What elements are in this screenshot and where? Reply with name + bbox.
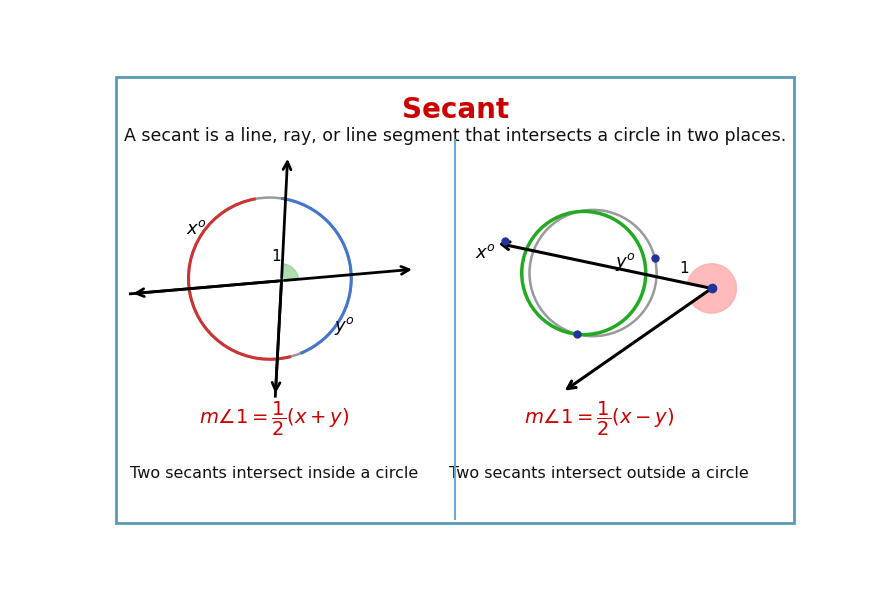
Text: 1: 1	[679, 261, 689, 276]
Wedge shape	[687, 264, 736, 313]
Text: Secant: Secant	[401, 96, 509, 124]
Text: Two secants intersect outside a circle: Two secants intersect outside a circle	[449, 466, 749, 481]
Text: Two secants intersect inside a circle: Two secants intersect inside a circle	[130, 466, 418, 481]
Text: $m\angle 1=\dfrac{1}{2}(x-y)$: $m\angle 1=\dfrac{1}{2}(x-y)$	[524, 400, 674, 438]
Text: $x^o$: $x^o$	[475, 244, 496, 261]
Text: $y^o$: $y^o$	[614, 251, 636, 273]
Text: 1: 1	[272, 249, 281, 264]
Wedge shape	[281, 264, 298, 281]
Text: $m\angle 1=\dfrac{1}{2}(x+y)$: $m\angle 1=\dfrac{1}{2}(x+y)$	[199, 400, 349, 438]
Text: $x^o$: $x^o$	[186, 220, 207, 238]
Text: $y^o$: $y^o$	[334, 315, 355, 337]
Text: A secant is a line, ray, or line segment that intersects a circle in two places.: A secant is a line, ray, or line segment…	[124, 127, 786, 145]
